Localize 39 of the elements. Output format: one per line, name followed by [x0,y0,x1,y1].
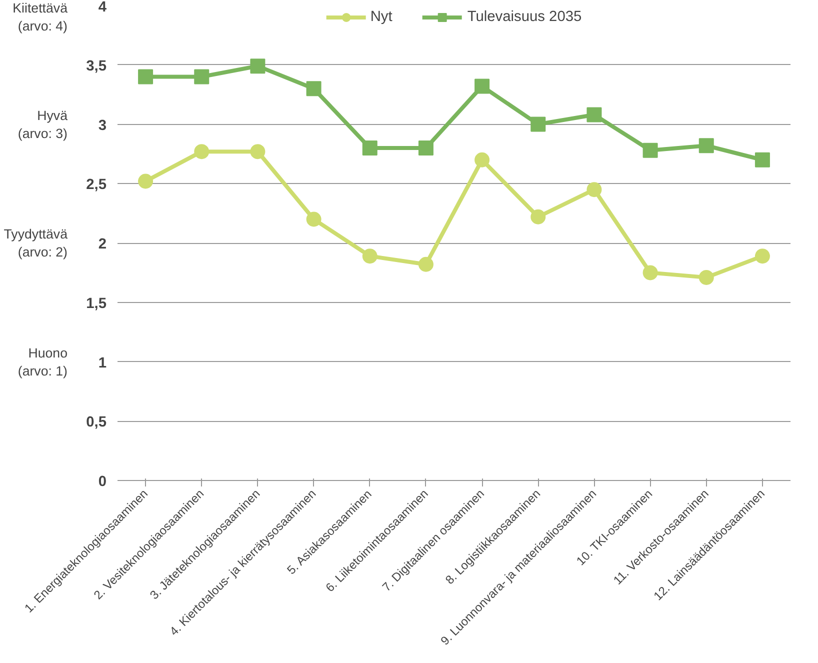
legend-label: Tulevaisuus 2035 [467,9,582,25]
point [698,138,714,154]
point [698,270,714,285]
y-tick-label: 2 [98,236,107,252]
point [362,248,378,264]
point [138,69,154,84]
point [250,58,266,74]
point [586,107,602,122]
point [194,144,210,160]
point [474,152,490,168]
y-tick-label: 1 [98,355,107,372]
point [362,140,378,156]
point [642,265,658,280]
y-tick-label: 0,5 [86,414,106,431]
point [418,140,434,156]
point [754,152,770,168]
point [250,144,266,160]
y-tick-label: 3 [98,118,107,134]
point [418,256,434,272]
point [138,174,154,189]
y2-tick-label: Kiitettävä (arvo: 4) [12,0,68,34]
y-tick-label: 1,5 [86,296,106,312]
y-tick-label: 2,5 [86,177,106,194]
point [306,81,322,96]
y2-tick-label: Tyydyttävä (arvo: 2) [4,226,68,260]
point [642,142,658,158]
point [306,212,322,227]
y-tick-label: 4 [98,0,108,16]
point [754,248,770,264]
y2-tick-label: Huono (arvo: 1) [18,345,68,378]
point [194,69,210,84]
y2-tick-label: Hyvä (arvo: 3) [18,108,68,141]
y-tick-label: 3,5 [86,58,106,74]
point [530,116,546,132]
point [530,209,546,224]
legend-label: Nyt [370,9,392,25]
point [474,78,490,94]
y-tick-label: 0 [98,474,107,490]
point [586,182,602,198]
